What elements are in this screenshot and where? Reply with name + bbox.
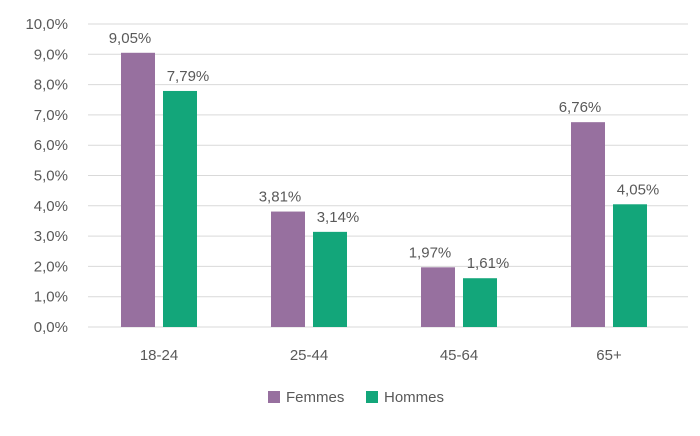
legend: Femmes Hommes: [268, 389, 444, 406]
x-category-label: 25-44: [290, 347, 328, 364]
bar-hommes-18-24: [163, 90, 197, 327]
y-tick-label: 2,0%: [34, 258, 68, 275]
y-tick-label: 0,0%: [34, 319, 68, 336]
y-tick-label: 4,0%: [34, 198, 68, 215]
y-tick-label: 10,0%: [25, 16, 68, 33]
bar-femmes-25-44: [271, 211, 305, 327]
x-axis-category-labels: 18-24 25-44 45-64 65+: [140, 347, 622, 364]
y-tick-label: 1,0%: [34, 289, 68, 306]
data-label: 4,05%: [617, 181, 660, 198]
data-label: 9,05%: [109, 30, 152, 47]
y-tick-label: 7,0%: [34, 107, 68, 124]
data-label: 7,79%: [167, 68, 210, 85]
bar-hommes-45-64: [463, 278, 497, 327]
data-labels: 9,05% 7,79% 3,81% 3,14% 1,97% 1,61% 6,76% 4,05%: [109, 30, 660, 272]
data-label: 1,97%: [409, 244, 452, 261]
legend-label: Hommes: [384, 389, 444, 406]
bars: [121, 52, 647, 327]
bar-femmes-65+: [571, 122, 605, 327]
data-label: 6,76%: [559, 99, 602, 116]
y-tick-label: 3,0%: [34, 228, 68, 245]
bar-hommes-65+: [613, 204, 647, 327]
bar-femmes-18-24: [121, 52, 155, 327]
y-tick-label: 8,0%: [34, 77, 68, 94]
legend-swatch: [366, 391, 378, 403]
bar-hommes-25-44: [313, 231, 347, 327]
x-category-label: 65+: [596, 347, 622, 364]
bar-femmes-45-64: [421, 267, 455, 327]
y-axis-tick-labels: 0,0% 1,0% 2,0% 3,0% 4,0% 5,0% 6,0% 7,0% 8,0% 9,0%…: [25, 16, 68, 336]
data-label: 1,61%: [467, 255, 510, 272]
x-category-label: 45-64: [440, 347, 478, 364]
legend-swatch: [268, 391, 280, 403]
data-label: 3,14%: [317, 209, 360, 226]
data-label: 3,81%: [259, 189, 302, 206]
y-tick-label: 5,0%: [34, 168, 68, 185]
y-tick-label: 9,0%: [34, 46, 68, 63]
y-tick-label: 6,0%: [34, 137, 68, 154]
legend-label: Femmes: [286, 389, 344, 406]
x-category-label: 18-24: [140, 347, 178, 364]
